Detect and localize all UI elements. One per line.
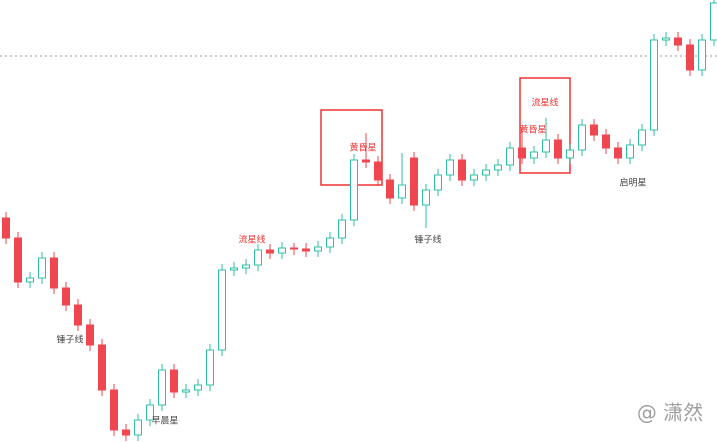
candle-body bbox=[98, 344, 106, 391]
annotation: 早晨星 bbox=[151, 416, 178, 427]
annotation: 流星线 bbox=[531, 97, 558, 109]
candle-body bbox=[86, 324, 94, 346]
candle-body bbox=[674, 37, 682, 46]
candle-body bbox=[182, 389, 190, 393]
candle-body bbox=[578, 124, 586, 151]
candle-body bbox=[602, 134, 610, 149]
candle-body bbox=[350, 159, 358, 221]
candle-body bbox=[362, 159, 370, 163]
candle-body bbox=[338, 219, 346, 239]
annotation: 黄昏星 bbox=[349, 142, 376, 154]
candle-body bbox=[518, 147, 526, 159]
candle-body bbox=[326, 237, 334, 248]
candle-body bbox=[290, 247, 298, 250]
candle-body bbox=[542, 139, 550, 153]
candle-body bbox=[530, 151, 538, 159]
candle-body bbox=[626, 144, 634, 159]
candle-body bbox=[710, 2, 717, 41]
candle-body bbox=[2, 217, 10, 239]
candle-body bbox=[458, 159, 466, 181]
annotation: 流星线 bbox=[238, 234, 265, 246]
candle-body bbox=[662, 37, 670, 41]
candle-body bbox=[398, 184, 406, 199]
candle-body bbox=[110, 389, 118, 431]
candle-body bbox=[278, 247, 286, 254]
candle-body bbox=[470, 174, 478, 181]
candle-body bbox=[206, 349, 214, 386]
candle-body bbox=[266, 249, 274, 254]
candle-body bbox=[566, 149, 574, 159]
candle-body bbox=[74, 304, 82, 326]
candle-body bbox=[410, 157, 418, 206]
candle-body bbox=[434, 174, 442, 191]
candle-body bbox=[26, 277, 34, 283]
candle-body bbox=[482, 169, 490, 176]
candle-body bbox=[638, 129, 646, 146]
candle-body bbox=[194, 384, 202, 391]
annotation: 黄昏星 bbox=[519, 124, 546, 136]
candle-body bbox=[614, 147, 622, 159]
candle-body bbox=[446, 159, 454, 176]
annotation: 锤子线 bbox=[56, 334, 83, 346]
candle-body bbox=[242, 264, 250, 269]
candle-body bbox=[374, 161, 382, 181]
candle-body bbox=[50, 257, 58, 289]
candle-body bbox=[686, 44, 694, 71]
candle-body bbox=[698, 39, 706, 71]
candle-body bbox=[158, 369, 166, 406]
candle-body bbox=[62, 287, 70, 306]
candle-body bbox=[218, 269, 226, 351]
candle-body bbox=[650, 39, 658, 131]
annotation: 锤子线 bbox=[414, 234, 441, 246]
candle-body bbox=[254, 249, 262, 266]
highlight-box bbox=[519, 77, 571, 174]
candle-body bbox=[38, 257, 46, 279]
candle-body bbox=[146, 404, 154, 421]
candle-body bbox=[314, 246, 322, 252]
candle-body bbox=[506, 147, 514, 166]
candle-body bbox=[122, 429, 130, 436]
candle-body bbox=[554, 139, 562, 159]
candle-body bbox=[302, 248, 310, 252]
candle-body bbox=[590, 124, 598, 136]
candle-body bbox=[134, 419, 142, 436]
candle-body bbox=[494, 164, 502, 171]
candle-body bbox=[422, 189, 430, 206]
candle-body bbox=[230, 267, 238, 271]
annotation: 启明星 bbox=[619, 177, 646, 189]
watermark: @ 潇然 bbox=[637, 401, 703, 425]
candle-body bbox=[14, 237, 22, 283]
candle-body bbox=[170, 369, 178, 393]
candle-body bbox=[386, 179, 394, 199]
